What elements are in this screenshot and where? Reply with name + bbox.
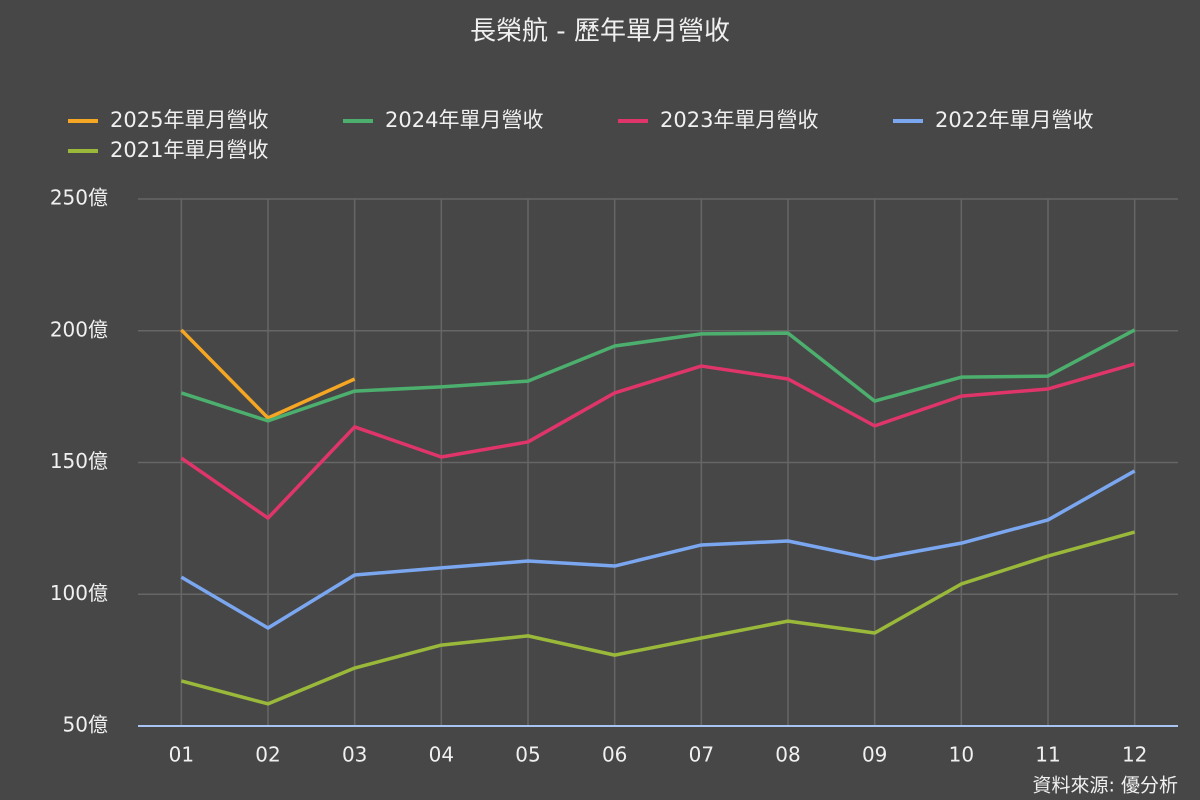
series-line: [180, 530, 1136, 706]
x-tick-label: 04: [429, 743, 454, 767]
x-tick-label: 12: [1122, 743, 1147, 767]
y-tick-label: 150億: [50, 449, 108, 473]
series-line: [180, 328, 1136, 423]
series-line: [180, 469, 1136, 630]
series-line: [180, 328, 356, 420]
chart-title: 長榮航 - 歷年單月營收: [470, 17, 730, 47]
legend-label: 2022年單月營收: [935, 108, 1093, 132]
x-tick-label: 06: [602, 743, 627, 767]
x-tick-label: 07: [689, 743, 714, 767]
y-tick-label: 200億: [50, 317, 108, 341]
legend-label: 2024年單月營收: [385, 108, 543, 132]
x-tick-label: 03: [342, 743, 367, 767]
legend-label: 2023年單月營收: [660, 108, 818, 132]
source: 資料來源: 優分析: [1033, 775, 1178, 797]
series-line: [180, 362, 1136, 520]
x-tick-label: 02: [255, 743, 280, 767]
x-tick-label: 05: [515, 743, 540, 767]
legend-label: 2025年單月營收: [110, 108, 268, 132]
y-tick-label: 100億: [50, 581, 108, 605]
x-tick-label: 01: [169, 743, 194, 767]
y-tick-label: 250億: [50, 186, 108, 210]
legend-label: 2021年單月營收: [110, 138, 268, 162]
x-tick-label: 11: [1035, 743, 1060, 767]
x-tick-label: 09: [862, 743, 887, 767]
y-tick-label: 50億: [63, 713, 108, 737]
x-tick-label: 10: [949, 743, 974, 767]
x-tick-label: 08: [775, 743, 800, 767]
